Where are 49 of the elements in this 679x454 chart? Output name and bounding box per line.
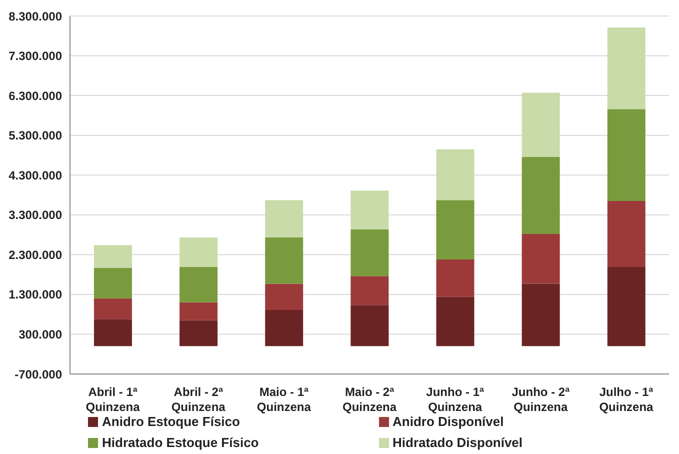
bar xyxy=(436,296,474,346)
y-tick-label: 300.000 xyxy=(18,327,62,342)
y-tick-label: 4.300.000 xyxy=(8,168,62,182)
bar xyxy=(436,259,474,297)
bar xyxy=(180,267,218,302)
bar xyxy=(180,320,218,346)
legend-label: Anidro Estoque Físico xyxy=(102,414,240,429)
bar xyxy=(265,200,304,238)
bar xyxy=(436,149,474,200)
y-tick-label: 5.300.000 xyxy=(8,128,62,143)
bar xyxy=(436,200,474,260)
bar xyxy=(265,310,304,346)
x-tick-label: Abril - 2ª Quinzena xyxy=(171,385,226,414)
bar xyxy=(350,229,389,276)
bar xyxy=(350,305,389,346)
y-tick-label: 7.300.000 xyxy=(8,49,62,64)
bar xyxy=(350,190,389,230)
bar xyxy=(94,245,132,268)
bar xyxy=(94,268,132,298)
y-tick-label: 6.300.000 xyxy=(8,88,62,103)
y-tick-label: 1.300.000 xyxy=(8,288,62,302)
bar xyxy=(607,267,646,346)
x-tick-label: Julho - 1ª Quinzena xyxy=(599,385,654,414)
bar xyxy=(265,238,304,284)
x-tick-label: Maio - 1ª Quinzena xyxy=(256,385,312,414)
x-tick-label: Junho - 2ª Quinzena xyxy=(512,385,570,414)
bar xyxy=(94,298,132,320)
bar xyxy=(607,200,646,267)
y-tick-label: 3.300.000 xyxy=(8,208,62,222)
bar xyxy=(607,109,646,201)
y-tick-label: 2.300.000 xyxy=(8,248,62,262)
bar xyxy=(522,156,560,234)
x-tick-label: Maio - 2ª Quinzena xyxy=(342,385,397,414)
legend-label: Hidratado Disponível xyxy=(392,435,523,450)
legend-label: Anidro Disponível xyxy=(392,414,504,429)
x-tick-label: Junho - 1ª Quinzena xyxy=(426,385,485,414)
bar xyxy=(180,238,218,267)
y-tick-label: 8.300.000 xyxy=(8,9,62,24)
bar xyxy=(94,319,132,346)
bar xyxy=(522,284,560,346)
y-tick-label: -700.000 xyxy=(14,367,62,382)
bar xyxy=(350,276,389,306)
legend-label: Hidratado Estoque Físico xyxy=(102,435,259,450)
bar xyxy=(265,284,304,310)
x-tick-label: Abril - 1ª Quinzena xyxy=(86,385,140,414)
bar xyxy=(522,92,560,157)
bar xyxy=(522,234,560,284)
bar xyxy=(180,302,218,320)
bar xyxy=(607,28,646,110)
